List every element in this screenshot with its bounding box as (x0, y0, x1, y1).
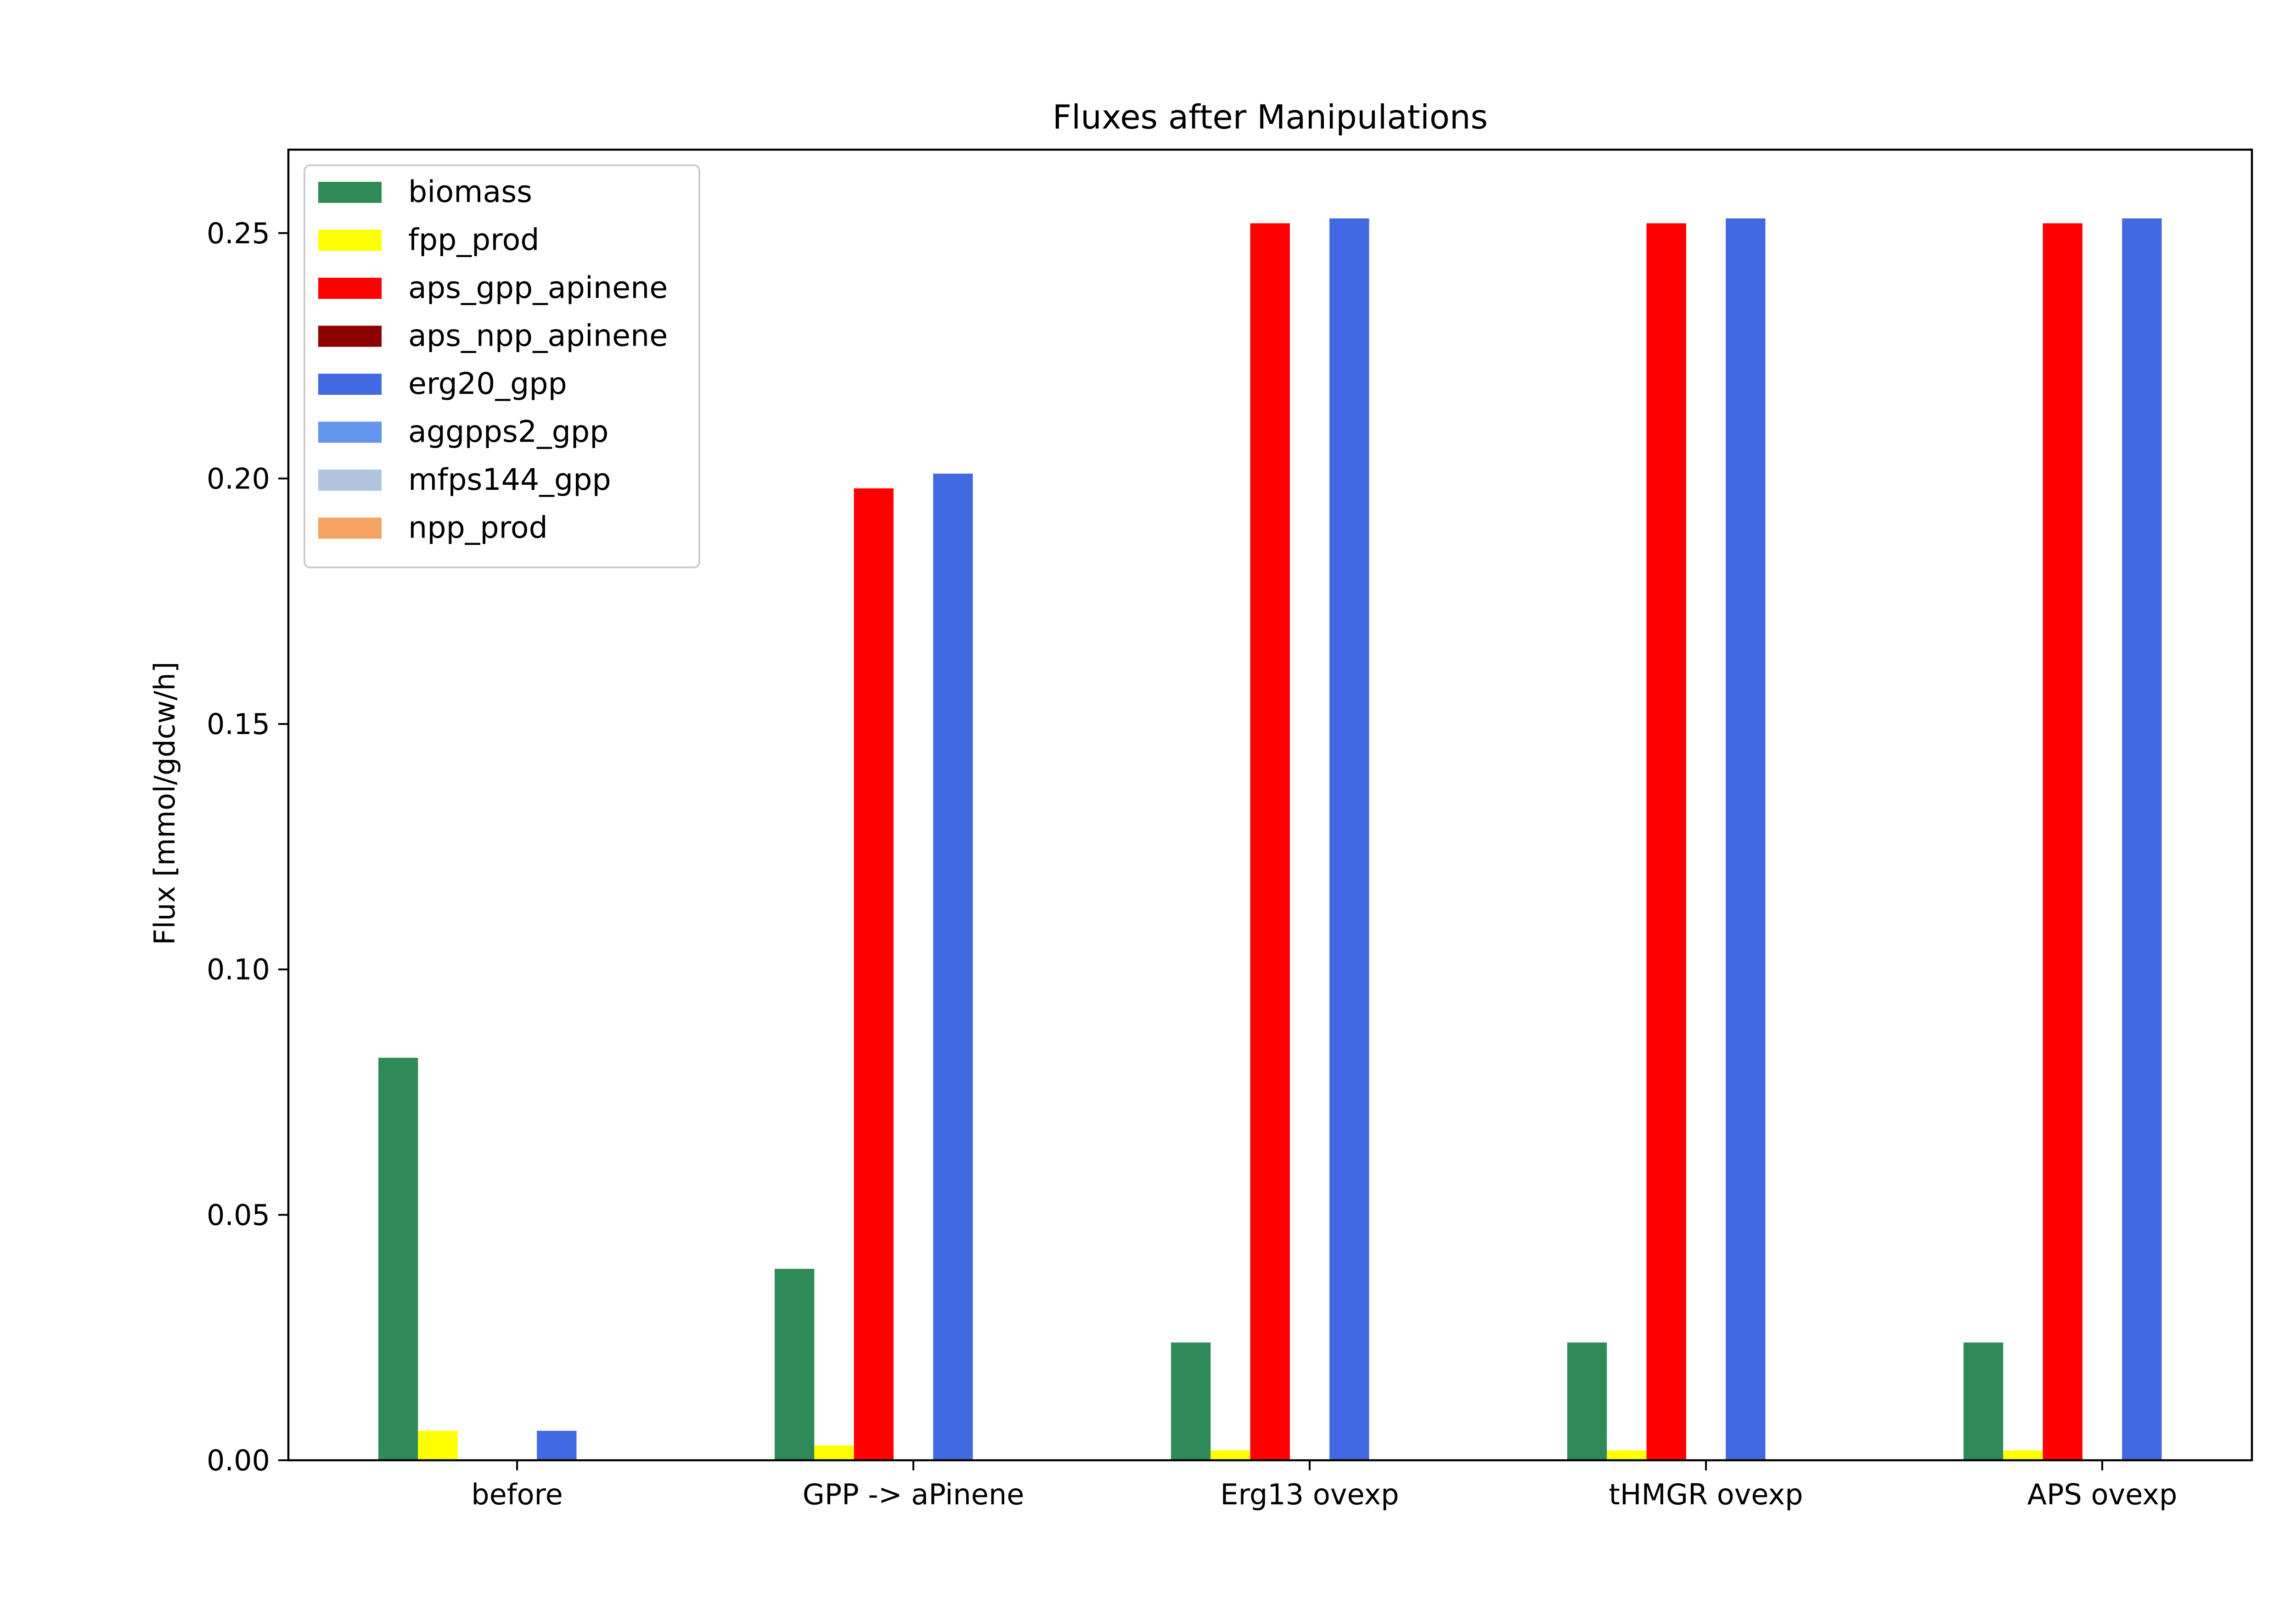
legend-label-aps_gpp_apinene: aps_gpp_apinene (408, 271, 668, 305)
bar-fpp_prod-0 (418, 1430, 458, 1460)
axis-ticks: before GPP -> aPinene Erg13 ovexp tHMGR ove… (207, 217, 2177, 1511)
y-tick-label: 0.05 (207, 1198, 270, 1232)
y-tick-label: 0.00 (207, 1444, 270, 1477)
bar-biomass-2 (1171, 1342, 1211, 1460)
bar-aps_gpp_apinene-1 (854, 488, 894, 1460)
legend: biomass fpp_prod aps_gpp_apinene aps_npp_ap… (304, 164, 700, 568)
legend-label-fpp_prod: fpp_prod (408, 223, 540, 258)
y-tick-label: 0.20 (207, 462, 270, 495)
bars (378, 218, 2162, 1461)
legend-swatch-mfps144_gpp (318, 470, 382, 491)
legend-swatch-aggpps2_gpp (318, 421, 382, 443)
legend-swatch-npp_prod (318, 517, 382, 539)
bar-aps_gpp_apinene-3 (1646, 223, 1686, 1461)
plot-area-frame (287, 148, 2253, 1462)
bar-biomass-3 (1567, 1342, 1607, 1460)
legend-swatch-aps_npp_apinene (318, 325, 382, 347)
y-tick-label: 0.15 (207, 707, 270, 741)
bar-fpp_prod-1 (814, 1445, 854, 1460)
chart-title: Fluxes after Manipulations (1052, 98, 1488, 136)
bar-erg20_gpp-1 (933, 473, 973, 1460)
x-tick-label: before (471, 1478, 563, 1511)
y-tick-label: 0.25 (207, 217, 270, 250)
legend-swatch-fpp_prod (318, 230, 382, 251)
legend-label-mfps144_gpp: mfps144_gpp (408, 463, 611, 497)
bar-aps_gpp_apinene-4 (2043, 223, 2082, 1461)
legend-swatch-erg20_gpp (318, 374, 382, 395)
bar-aps_gpp_apinene-2 (1250, 223, 1290, 1461)
y-tick-label: 0.10 (207, 953, 270, 987)
legend-label-biomass: biomass (408, 175, 532, 209)
bar-erg20_gpp-4 (2122, 218, 2162, 1461)
legend-label-erg20_gpp: erg20_gpp (408, 367, 567, 401)
bar-erg20_gpp-2 (1329, 218, 1369, 1461)
bar-biomass-0 (378, 1058, 418, 1460)
legend-frame (304, 164, 700, 568)
bar-biomass-1 (775, 1269, 815, 1460)
bar-biomass-4 (1964, 1342, 2003, 1460)
legend-label-npp_prod: npp_prod (408, 511, 548, 545)
x-tick-label: tHMGR ovexp (1609, 1478, 1803, 1511)
bar-erg20_gpp-3 (1726, 218, 1766, 1461)
legend-label-aggpps2_gpp: aggpps2_gpp (408, 415, 608, 449)
legend-label-aps_npp_apinene: aps_npp_apinene (408, 319, 668, 353)
bar-erg20_gpp-0 (537, 1430, 577, 1460)
bar-fpp_prod-2 (1210, 1450, 1250, 1460)
bar-fpp_prod-3 (1607, 1450, 1647, 1460)
x-tick-label: GPP -> aPinene (803, 1478, 1024, 1511)
x-tick-label: APS ovexp (2027, 1478, 2178, 1511)
legend-swatch-biomass (318, 182, 382, 203)
legend-swatch-aps_gpp_apinene (318, 278, 382, 299)
x-tick-label: Erg13 ovexp (1220, 1478, 1399, 1511)
y-axis-label: Flux [mmol/gdcw/h] (148, 662, 181, 945)
bar-fpp_prod-4 (2003, 1450, 2043, 1460)
